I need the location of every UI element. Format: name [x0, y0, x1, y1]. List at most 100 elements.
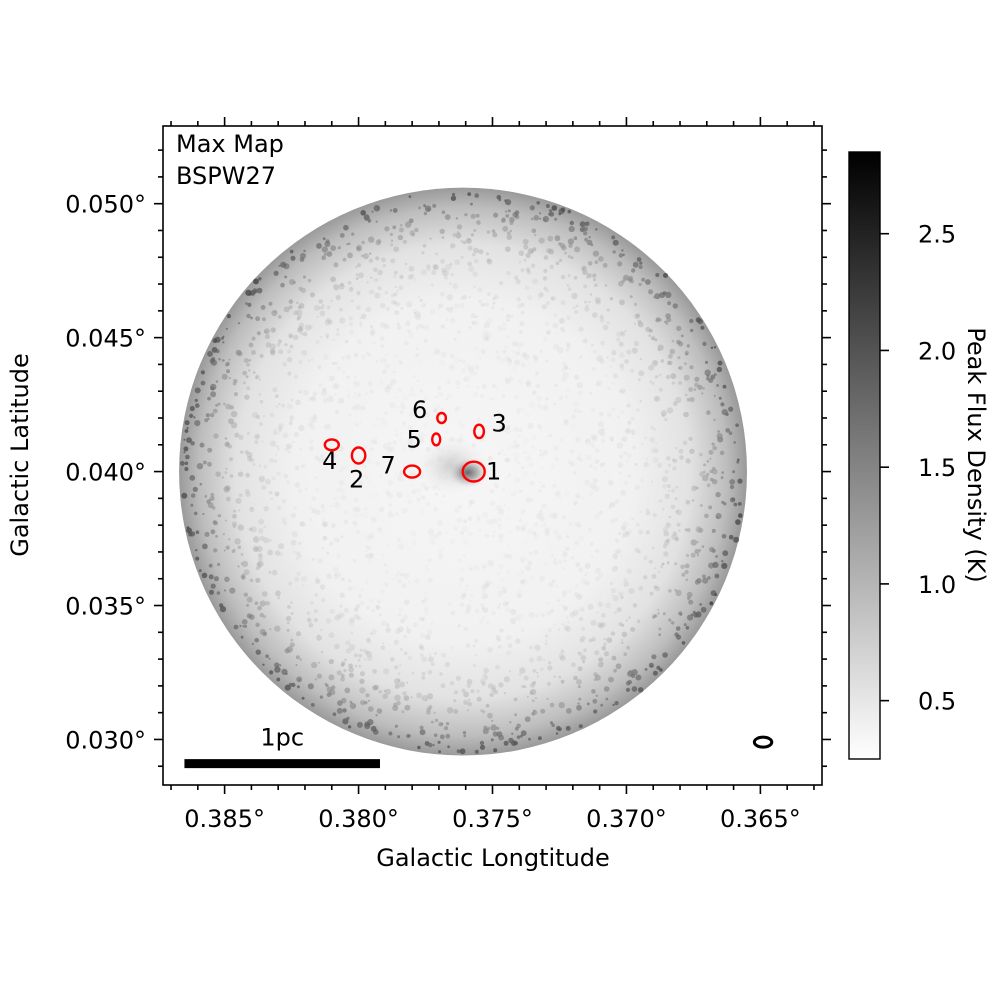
noise-speck	[633, 322, 637, 325]
noise-speck	[514, 275, 519, 280]
noise-speck	[360, 700, 366, 706]
noise-speck	[528, 612, 535, 618]
noise-speck	[281, 403, 285, 408]
noise-speck	[685, 352, 688, 356]
noise-speck	[402, 478, 406, 482]
noise-speck	[398, 360, 403, 365]
source-ellipse-5	[431, 432, 442, 447]
noise-speck	[441, 236, 445, 239]
noise-speck	[363, 214, 370, 221]
noise-speck	[507, 643, 513, 648]
noise-speck	[496, 486, 499, 489]
noise-speck	[288, 581, 293, 586]
noise-speck	[636, 313, 640, 318]
noise-speck	[337, 538, 341, 542]
noise-speck	[506, 569, 512, 575]
noise-speck	[476, 689, 480, 693]
noise-speck	[674, 588, 677, 592]
noise-speck	[454, 406, 460, 411]
noise-speck	[594, 283, 598, 288]
noise-speck	[674, 632, 679, 637]
noise-speck	[446, 341, 449, 344]
noise-speck	[449, 645, 453, 650]
noise-speck	[471, 322, 475, 326]
noise-speck	[409, 469, 415, 476]
noise-speck	[381, 324, 384, 327]
noise-speck	[470, 689, 475, 694]
noise-speck	[308, 397, 312, 401]
noise-speck	[248, 292, 252, 296]
noise-speck	[655, 442, 658, 445]
noise-speck	[388, 731, 393, 736]
noise-speck	[199, 442, 205, 448]
noise-speck	[295, 664, 298, 667]
noise-speck	[469, 295, 472, 299]
noise-speck	[506, 426, 511, 430]
noise-speck	[418, 432, 425, 439]
noise-speck	[538, 212, 542, 215]
noise-speck	[202, 543, 208, 550]
noise-speck	[651, 573, 657, 579]
noise-speck	[408, 195, 412, 199]
noise-speck	[496, 585, 500, 589]
noise-speck	[418, 616, 423, 622]
noise-speck	[228, 377, 231, 380]
noise-speck	[419, 298, 423, 302]
noise-speck	[649, 591, 654, 596]
noise-speck	[518, 428, 523, 433]
noise-speck	[268, 538, 272, 543]
noise-speck	[442, 269, 449, 277]
noise-speck	[357, 616, 362, 621]
noise-speck	[480, 603, 484, 607]
noise-speck	[186, 527, 192, 534]
noise-speck	[620, 595, 624, 600]
noise-speck	[321, 518, 326, 523]
noise-speck	[531, 435, 537, 440]
noise-speck	[566, 534, 570, 539]
noise-speck	[500, 586, 508, 593]
noise-speck	[558, 395, 564, 401]
noise-speck	[439, 228, 445, 235]
noise-speck	[426, 693, 434, 700]
noise-speck	[329, 375, 335, 382]
noise-speck	[479, 619, 484, 624]
source-label-2: 2	[349, 466, 364, 494]
noise-speck	[375, 605, 381, 610]
noise-speck	[529, 576, 534, 581]
noise-speck	[584, 221, 590, 227]
noise-speck	[583, 266, 586, 269]
noise-speck	[248, 342, 254, 348]
noise-speck	[482, 586, 488, 592]
noise-speck	[719, 450, 725, 456]
noise-speck	[394, 471, 399, 476]
noise-speck	[396, 325, 402, 330]
noise-speck	[414, 313, 422, 321]
noise-speck	[373, 684, 379, 691]
noise-speck	[359, 600, 365, 606]
noise-speck	[245, 491, 251, 497]
noise-speck	[353, 653, 359, 658]
noise-speck	[544, 321, 550, 326]
noise-speck	[580, 626, 586, 631]
noise-speck	[518, 518, 523, 523]
noise-speck	[637, 378, 641, 382]
noise-speck	[582, 660, 586, 664]
noise-speck	[406, 628, 412, 634]
noise-speck	[446, 294, 454, 301]
noise-speck	[376, 417, 380, 422]
noise-speck	[658, 570, 661, 573]
noise-speck	[362, 463, 367, 469]
noise-speck	[186, 437, 192, 443]
noise-speck	[662, 652, 668, 658]
noise-speck	[326, 305, 331, 310]
noise-speck	[559, 655, 566, 662]
noise-speck	[255, 566, 260, 571]
noise-speck	[584, 563, 591, 569]
noise-speck	[311, 396, 317, 402]
noise-speck	[648, 559, 653, 564]
noise-speck	[476, 417, 481, 422]
noise-speck	[238, 509, 241, 512]
noise-speck	[272, 430, 278, 436]
noise-speck	[224, 519, 227, 522]
